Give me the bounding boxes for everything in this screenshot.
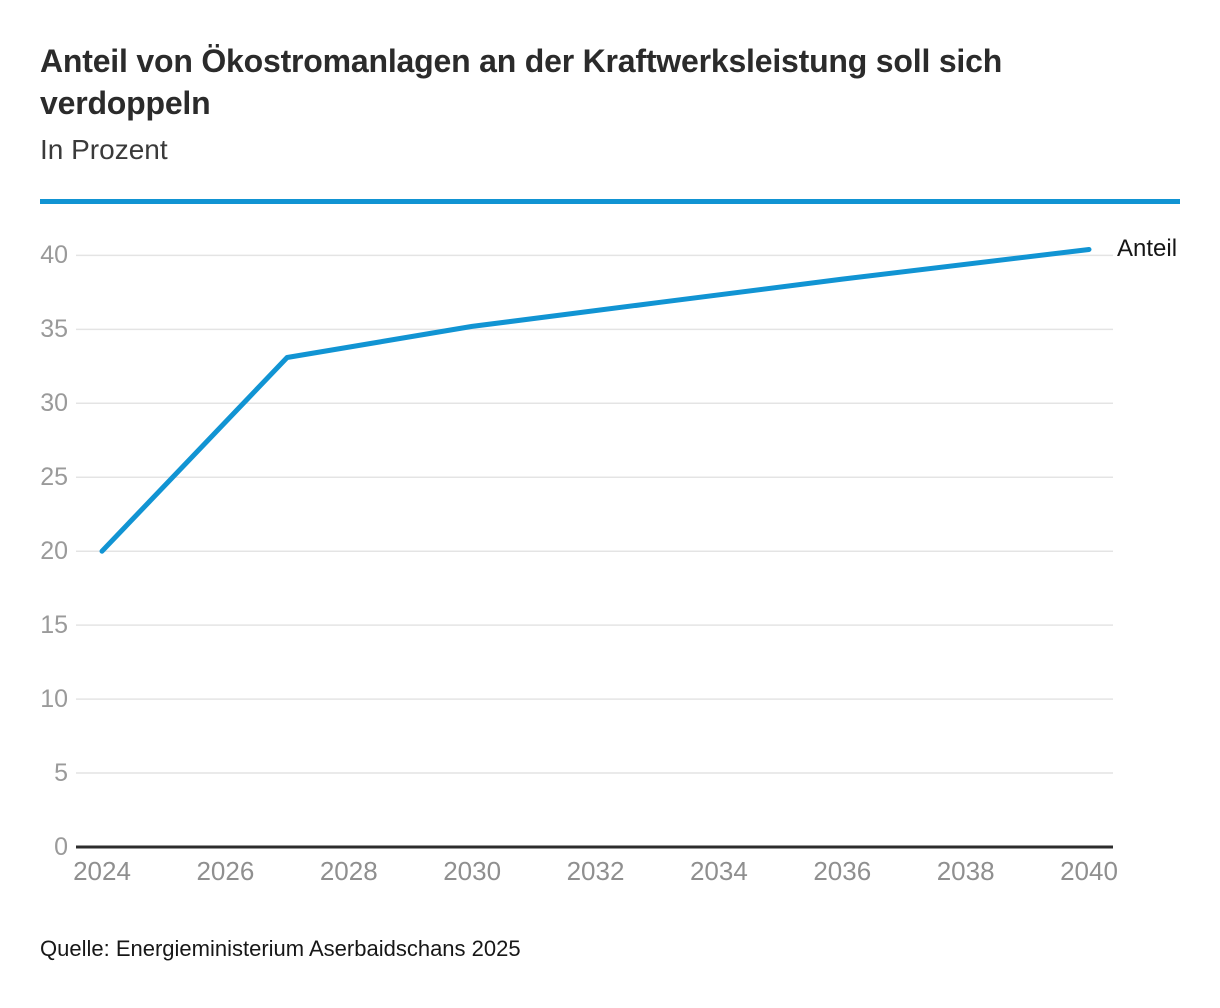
series-end-label: Anteil [1117,235,1178,263]
y-tick-label-5: 5 [54,759,68,788]
chart-title: Anteil von Ökostromanlagen an der Kraftw… [40,43,1003,121]
x-tick-label-2028: 2028 [319,856,378,886]
x-tick-label-2036: 2036 [813,856,872,886]
x-tick-label-2040: 2040 [1060,856,1118,886]
y-tick-label-10: 10 [40,685,68,714]
series-line-anteil [99,247,1092,554]
y-tick-label-35: 35 [40,315,68,344]
accent-rule [40,199,1180,204]
y-tick-label-30: 30 [40,389,68,418]
source-note: Quelle: Energieministerium Aserbaidschan… [40,936,521,961]
line-chart: 0 5 10 15 20 25 30 35 40 2024 2026 2028 2030 2032 203… [40,220,1180,920]
y-tick-label-20: 20 [40,537,68,566]
y-tick-label-0: 0 [54,833,68,861]
y-tick-label-15: 15 [40,611,68,640]
x-tick-label-2038: 2038 [936,856,995,886]
x-tick-label-2034: 2034 [689,856,748,886]
x-tick-label-2030: 2030 [443,856,502,886]
x-tick-label-2024: 2024 [73,856,131,886]
chart-subtitle: In Prozent [40,134,168,165]
plot-svg [76,247,1113,849]
x-tick-label-2026: 2026 [196,856,255,886]
y-tick-label-25: 25 [40,463,68,492]
x-tick-label-2032: 2032 [566,856,625,886]
y-tick-label-40: 40 [40,241,68,270]
